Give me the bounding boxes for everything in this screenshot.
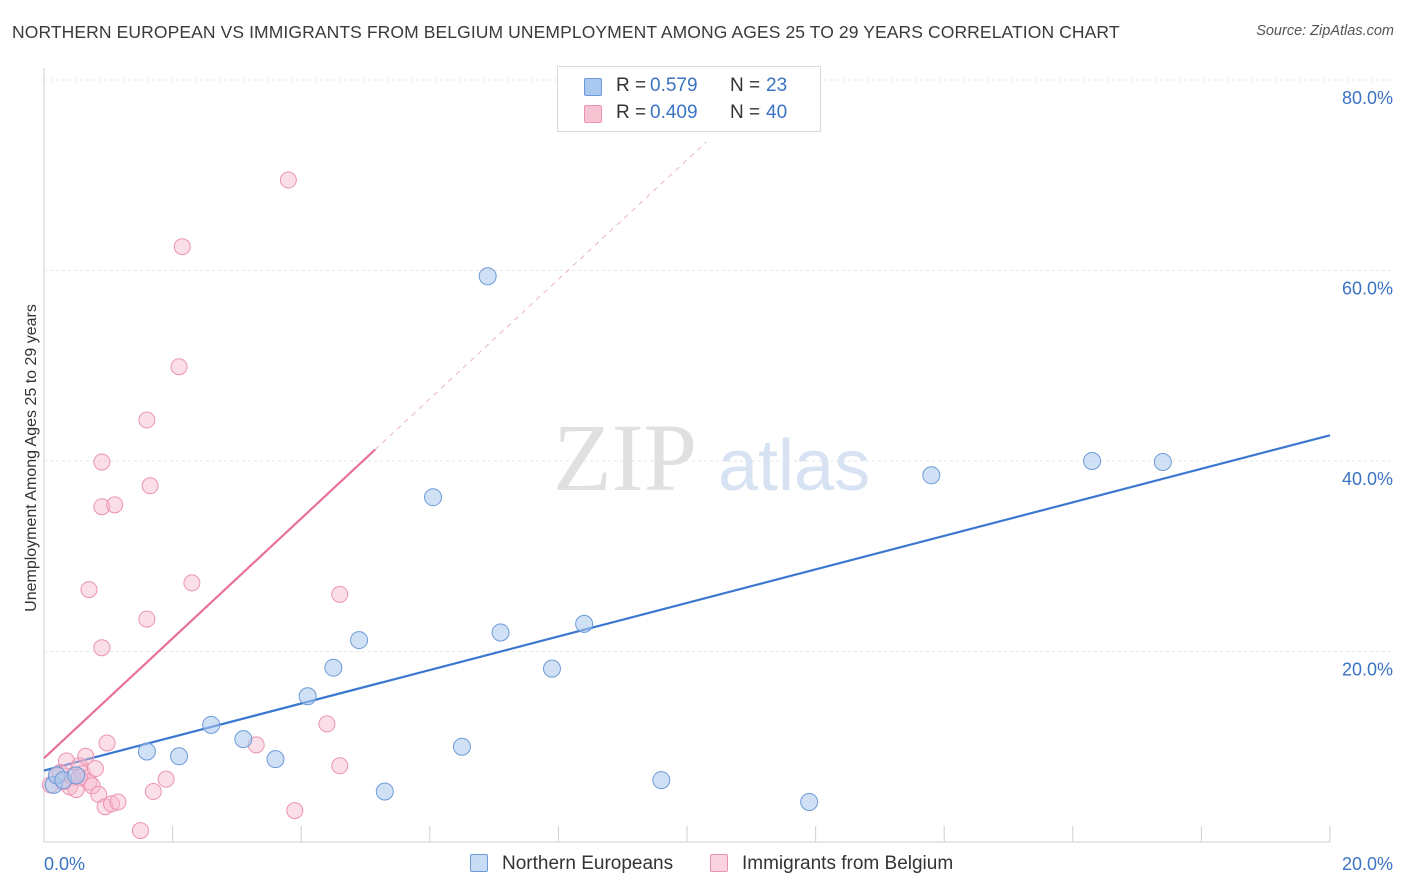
- data-point-immigrants-from-belgium[interactable]: [77, 747, 95, 765]
- data-point-northern-europeans[interactable]: [67, 766, 86, 785]
- data-point-immigrants-from-belgium[interactable]: [286, 802, 304, 820]
- data-point-immigrants-from-belgium[interactable]: [144, 783, 162, 801]
- grid-lines: [44, 79, 1392, 652]
- watermark-zip: ZIP: [553, 404, 697, 511]
- data-point-immigrants-from-belgium[interactable]: [331, 757, 349, 775]
- x-tick-label: 0.0%: [44, 854, 85, 874]
- data-point-northern-europeans[interactable]: [424, 488, 443, 507]
- data-point-northern-europeans[interactable]: [452, 737, 471, 756]
- legend-n-value: 23: [766, 75, 788, 96]
- legend-n-label: N =: [730, 75, 761, 96]
- data-point-immigrants-from-belgium[interactable]: [86, 760, 104, 778]
- data-point-northern-europeans[interactable]: [800, 792, 819, 811]
- data-point-northern-europeans[interactable]: [202, 715, 221, 734]
- legend-label: Northern Europeans: [502, 853, 674, 874]
- data-point-northern-europeans[interactable]: [324, 658, 343, 677]
- data-point-immigrants-from-belgium[interactable]: [318, 715, 336, 733]
- y-tick-label: 20.0%: [1342, 660, 1393, 680]
- data-point-northern-europeans[interactable]: [542, 659, 561, 678]
- data-point-northern-europeans[interactable]: [137, 742, 156, 761]
- series-immigrants-from-belgium: [41, 171, 349, 840]
- data-point-immigrants-from-belgium[interactable]: [80, 581, 98, 599]
- data-point-northern-europeans[interactable]: [491, 623, 510, 642]
- data-point-immigrants-from-belgium[interactable]: [83, 777, 101, 795]
- legend-r-label: R =: [616, 75, 647, 96]
- data-point-immigrants-from-belgium[interactable]: [103, 795, 121, 813]
- data-point-immigrants-from-belgium[interactable]: [109, 793, 127, 811]
- data-point-northern-europeans[interactable]: [575, 614, 594, 633]
- legend-r-label: R =: [616, 102, 647, 123]
- data-point-northern-europeans[interactable]: [1153, 452, 1172, 471]
- series-northern-europeans: [44, 267, 1172, 811]
- chart-title: NORTHERN EUROPEAN VS IMMIGRANTS FROM BEL…: [12, 22, 1120, 42]
- data-point-northern-europeans[interactable]: [266, 750, 285, 769]
- data-point-immigrants-from-belgium[interactable]: [183, 574, 201, 592]
- data-point-immigrants-from-belgium[interactable]: [138, 610, 156, 628]
- y-tick-label: 40.0%: [1342, 469, 1393, 489]
- watermark-atlas: atlas: [718, 426, 870, 506]
- watermark: ZIP atlas: [553, 404, 870, 511]
- data-point-immigrants-from-belgium[interactable]: [331, 585, 349, 603]
- legend-label: Immigrants from Belgium: [742, 853, 954, 874]
- data-point-immigrants-from-belgium[interactable]: [141, 477, 159, 495]
- y-tick-label: 80.0%: [1342, 88, 1393, 108]
- legend-swatch-pink: [710, 854, 728, 872]
- data-point-immigrants-from-belgium[interactable]: [138, 411, 156, 429]
- y-tick-label: 60.0%: [1342, 279, 1393, 299]
- x-ticks: [172, 826, 1331, 842]
- data-point-northern-europeans[interactable]: [478, 267, 497, 286]
- data-point-northern-europeans[interactable]: [350, 631, 369, 650]
- legend-n-value: 40: [766, 102, 788, 123]
- y-tick-labels: 20.0% 40.0% 60.0% 80.0%: [1342, 88, 1393, 680]
- data-point-immigrants-from-belgium[interactable]: [93, 453, 111, 471]
- x-tick-labels: 0.0% 20.0%: [44, 854, 1393, 874]
- legend-swatch-pink: [584, 105, 602, 123]
- legend-swatch-blue: [470, 854, 488, 872]
- trend-lines: [43, 141, 1331, 772]
- legend-r-value: 0.579: [650, 75, 698, 96]
- data-point-northern-europeans[interactable]: [298, 687, 317, 706]
- y-axis-title: Unemployment Among Ages 25 to 29 years: [23, 304, 40, 612]
- data-point-immigrants-from-belgium[interactable]: [131, 822, 149, 840]
- data-point-northern-europeans[interactable]: [170, 747, 189, 766]
- data-point-immigrants-from-belgium[interactable]: [170, 358, 188, 376]
- data-point-immigrants-from-belgium[interactable]: [106, 496, 124, 514]
- chart-source: Source: ZipAtlas.com: [1256, 23, 1394, 39]
- data-point-immigrants-from-belgium[interactable]: [98, 734, 116, 752]
- data-point-northern-europeans[interactable]: [234, 730, 253, 749]
- data-point-immigrants-from-belgium[interactable]: [279, 171, 297, 189]
- data-point-immigrants-from-belgium[interactable]: [173, 238, 191, 256]
- data-point-northern-europeans[interactable]: [922, 466, 941, 485]
- legend-swatch-blue: [584, 78, 602, 96]
- data-point-northern-europeans[interactable]: [375, 782, 394, 801]
- data-point-immigrants-from-belgium[interactable]: [93, 639, 111, 657]
- data-point-immigrants-from-belgium[interactable]: [93, 498, 111, 516]
- trend-line-immigrants-from-belgium: [43, 448, 376, 759]
- data-point-northern-europeans[interactable]: [652, 771, 671, 790]
- legend-r-value: 0.409: [650, 102, 698, 123]
- data-point-northern-europeans[interactable]: [1083, 452, 1102, 470]
- legend-n-label: N =: [730, 102, 761, 123]
- x-tick-label: 20.0%: [1342, 854, 1393, 874]
- stats-legend: R = 0.579 N = 23 R = 0.409 N = 40: [557, 66, 821, 132]
- trend-line-northern-europeans: [43, 434, 1331, 772]
- data-point-immigrants-from-belgium[interactable]: [157, 770, 175, 788]
